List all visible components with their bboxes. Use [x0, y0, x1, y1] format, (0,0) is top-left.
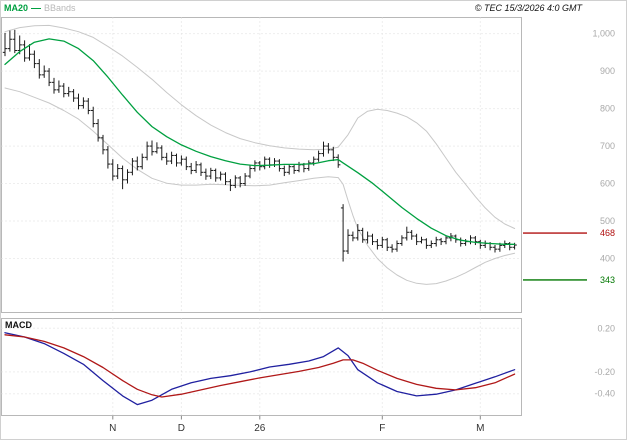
x-axis-label: M — [476, 423, 484, 434]
macd-axis-label: -0.40 — [594, 389, 615, 399]
level-label: 343 — [600, 275, 615, 285]
copyright-text: © TEC 15/3/2026 4:0 GMT — [474, 3, 582, 13]
ma20-legend-label: MA20 — [4, 3, 29, 13]
bbands-legend-label: BBands — [44, 3, 76, 13]
price-axis-label: 800 — [600, 104, 615, 114]
price-axis-label: 400 — [600, 254, 615, 264]
macd-line — [4, 332, 516, 406]
ma20-line-swatch-icon — [31, 7, 42, 9]
ma20-layer — [4, 38, 516, 245]
price-axis-labels: 1,000 900 800 700 600 500 400 0.20 -0.20 -0.40 — [592, 29, 615, 399]
macd-panel-label: MACD — [5, 320, 32, 330]
levels-layer: 468 343 — [523, 228, 615, 285]
signal-line — [4, 334, 516, 398]
bollinger-band-line — [4, 24, 516, 229]
panels — [1, 17, 522, 416]
x-axis-label: F — [379, 423, 385, 434]
macd-lines — [4, 332, 516, 406]
x-axis: N D 26 F M — [109, 17, 484, 434]
price-axis-label: 700 — [600, 141, 615, 151]
level-label: 468 — [600, 228, 615, 238]
macd-panel — [1, 318, 522, 416]
price-axis-label: 900 — [600, 66, 615, 76]
price-axis-label: 1,000 — [592, 29, 615, 39]
macd-axis-label: -0.20 — [594, 367, 615, 377]
price-axis-label: 600 — [600, 179, 615, 189]
bollinger-bands — [4, 24, 516, 285]
x-axis-label: N — [109, 423, 116, 434]
x-axis-label: 26 — [254, 423, 266, 434]
ma20-line — [4, 38, 516, 245]
bollinger-band-line — [4, 87, 516, 285]
macd-axis-label: 0.20 — [597, 323, 615, 333]
price-axis-label: 500 — [600, 216, 615, 226]
grid-lines — [1, 33, 522, 395]
chart-legend: MA20 BBands — [4, 3, 76, 13]
x-axis-label: D — [178, 423, 185, 434]
